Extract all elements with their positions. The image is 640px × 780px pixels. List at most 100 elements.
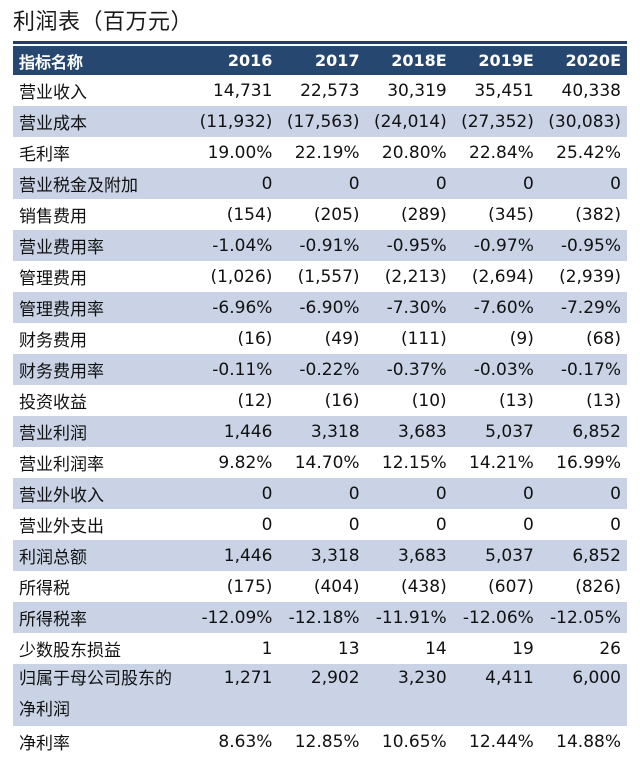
row-value: 4,411 (485, 668, 534, 688)
table-row: 投资收益 (12) (16) (10) (13) (13) (13, 385, 627, 416)
row-value: -0.22% (299, 359, 360, 380)
table-row: 管理费用 (1,026) (1,557) (2,213) (2,694) (2,939) (13, 261, 627, 292)
row-value: (1,557) (297, 266, 360, 287)
row-value: 3,318 (310, 421, 360, 442)
header-year: 2019E (478, 51, 534, 70)
row-value: 14,731 (212, 80, 273, 101)
row-value: 0 (261, 514, 273, 535)
row-value: 5,037 (485, 421, 534, 442)
header-year: 2017 (315, 51, 360, 70)
row-value: (438) (400, 576, 447, 597)
row-value: -12.09% (201, 607, 273, 628)
row-value: -0.95% (386, 235, 447, 256)
row-value: (404) (313, 576, 360, 597)
row-value: -0.37% (386, 359, 447, 380)
row-label: 营业收入 (19, 83, 87, 103)
row-label: 所得税 (19, 579, 70, 599)
header-indicator-name: 指标名称 (19, 52, 84, 72)
row-value: 6,000 (572, 668, 621, 688)
row-value: 0 (435, 514, 447, 535)
row-label: 管理费用率 (19, 300, 104, 320)
row-value: 3,230 (398, 668, 447, 688)
row-value: 0 (610, 483, 621, 504)
row-label: 营业税金及附加 (19, 176, 138, 196)
table-row: 所得税 (175) (404) (438) (607) (826) (13, 571, 627, 602)
row-label: 财务费用率 (19, 362, 104, 382)
table-row: 销售费用 (154) (205) (289) (345) (382) (13, 199, 627, 230)
row-value: 0 (348, 483, 360, 504)
table-row: 少数股东损益 1 13 14 19 26 (13, 633, 627, 664)
row-value: 12.15% (381, 452, 447, 473)
row-value: (68) (586, 328, 621, 349)
row-value: 2,902 (310, 668, 360, 688)
table-row: 营业利润率 9.82% 14.70% 12.15% 14.21% 16.99% (13, 447, 627, 478)
row-value: 14.21% (469, 452, 534, 473)
row-label: 营业外收入 (19, 486, 104, 506)
row-label: 投资收益 (19, 393, 87, 413)
row-value: (11,932) (199, 111, 273, 132)
row-value: -0.03% (473, 359, 534, 380)
row-value: -0.17% (560, 359, 621, 380)
row-value: (154) (226, 204, 273, 225)
row-value: -6.90% (299, 297, 360, 318)
row-value: -7.60% (473, 297, 534, 318)
row-value: 22.19% (294, 142, 360, 163)
table-title: 利润表（百万元） (13, 10, 194, 35)
row-value: 5,037 (485, 545, 534, 566)
row-value: -11.91% (375, 607, 447, 628)
row-value: 25.42% (556, 142, 621, 163)
row-value: 0 (261, 483, 273, 504)
row-value: -1.04% (212, 235, 273, 256)
table-row: 净利率 8.63% 12.85% 10.65% 12.44% 14.88% (13, 726, 627, 757)
row-value: 6,852 (572, 421, 621, 442)
row-value: 0 (523, 514, 534, 535)
table-row: 毛利率 19.00% 22.19% 20.80% 22.84% 25.42% (13, 137, 627, 168)
row-value: (2,939) (559, 266, 621, 287)
income-statement-table: 指标名称 2016 2017 2018E 2019E 2020E 营业收入 14,… (13, 46, 627, 757)
row-value: 8.63% (218, 731, 273, 752)
row-label: 财务费用 (19, 331, 87, 351)
table-row: 管理费用率 -6.96% -6.90% -7.30% -7.60% -7.29% (13, 292, 627, 323)
row-value: 1,446 (223, 421, 273, 442)
row-value: 10.65% (381, 731, 447, 752)
row-value: 22.84% (469, 142, 534, 163)
row-value: 19 (512, 638, 534, 659)
row-value: 3,318 (310, 545, 360, 566)
table-body: 营业收入 14,731 22,573 30,319 35,451 40,338 营业成本 (1… (13, 75, 627, 757)
row-label: 营业利润率 (19, 455, 104, 475)
row-value: 19.00% (207, 142, 273, 163)
row-value: 0 (523, 173, 534, 194)
table-row: 财务费用率 -0.11% -0.22% -0.37% -0.03% -0.17% (13, 354, 627, 385)
row-value: -12.18% (288, 607, 360, 628)
row-value: 22,573 (300, 80, 360, 101)
table-row: 财务费用 (16) (49) (111) (9) (68) (13, 323, 627, 354)
header-row: 指标名称 2016 2017 2018E 2019E 2020E (13, 46, 627, 75)
row-value: 13 (337, 638, 360, 659)
row-value: (24,014) (373, 111, 447, 132)
row-label: 利润总额 (19, 548, 87, 568)
row-value: -0.11% (212, 359, 273, 380)
row-value: 20.80% (381, 142, 447, 163)
row-value: (17,563) (286, 111, 360, 132)
row-value: -7.29% (560, 297, 621, 318)
row-value: 9.82% (218, 452, 273, 473)
row-label: 管理费用 (19, 269, 87, 289)
row-value: (382) (575, 204, 621, 225)
row-value: (30,083) (548, 111, 621, 132)
row-value: (12) (237, 390, 273, 411)
row-label: 营业利润 (19, 424, 87, 444)
row-value: (10) (411, 390, 447, 411)
row-value: -0.97% (473, 235, 534, 256)
row-value: (607) (488, 576, 534, 597)
table-row: 营业费用率 -1.04% -0.91% -0.95% -0.97% -0.95% (13, 230, 627, 261)
table-row: 营业利润 1,446 3,318 3,683 5,037 6,852 (13, 416, 627, 447)
row-value: (345) (488, 204, 534, 225)
row-value: (1,026) (210, 266, 273, 287)
row-value: (2,213) (384, 266, 447, 287)
row-value: (175) (226, 576, 273, 597)
table-row: 营业外支出 0 0 0 0 0 (13, 509, 627, 540)
row-value: 0 (348, 173, 360, 194)
row-value: (289) (400, 204, 447, 225)
row-label: 营业费用率 (19, 238, 104, 258)
row-value: -12.06% (462, 607, 534, 628)
